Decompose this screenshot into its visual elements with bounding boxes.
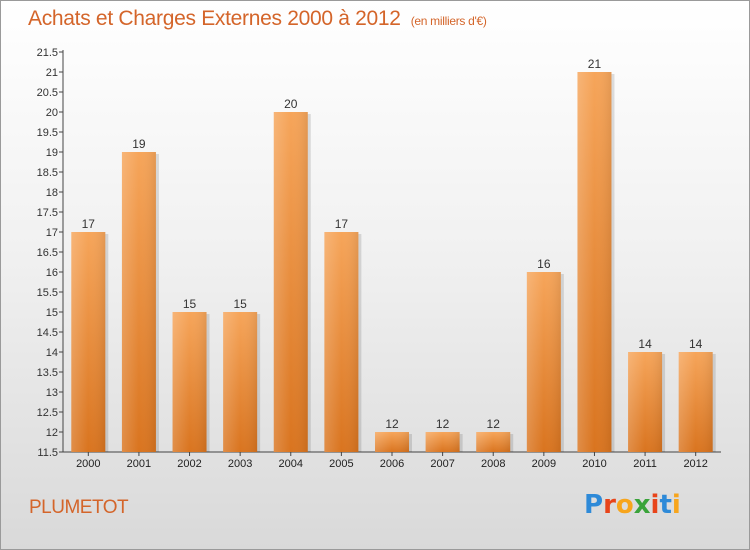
y-tick-label: 17.5: [37, 207, 58, 219]
bar-highlight: [577, 72, 612, 452]
y-tick-label: 14: [46, 347, 58, 359]
data-label: 19: [132, 137, 146, 151]
x-tick-label: 2003: [228, 458, 252, 470]
data-label: 12: [436, 417, 450, 431]
bar-highlight: [223, 312, 258, 452]
y-tick-label: 16.5: [37, 247, 58, 259]
bar-highlight: [273, 112, 308, 452]
data-label: 17: [335, 217, 349, 231]
bar-highlight: [425, 432, 460, 452]
data-label: 17: [82, 217, 96, 231]
y-tick-label: 12.5: [37, 407, 58, 419]
x-tick-label: 2006: [380, 458, 404, 470]
data-label: 15: [233, 297, 247, 311]
bar-highlight: [526, 272, 561, 452]
bar-highlight: [172, 312, 207, 452]
town-name: PLUMETOT: [29, 497, 129, 518]
data-label: 14: [638, 337, 652, 351]
logo-letter: i: [650, 490, 660, 520]
data-label: 21: [588, 57, 602, 71]
x-tick-label: 2011: [633, 458, 657, 470]
data-label: 20: [284, 97, 298, 111]
data-label: 16: [537, 257, 551, 271]
y-tick-label: 15.5: [37, 287, 58, 299]
proxiti-logo[interactable]: Proxiti: [584, 490, 681, 520]
x-tick-label: 2001: [127, 458, 151, 470]
y-tick-label: 21: [46, 67, 58, 79]
y-tick-label: 19: [46, 147, 58, 159]
y-tick-label: 13: [46, 387, 58, 399]
y-tick-label: 20.5: [37, 87, 58, 99]
y-tick-label: 17: [46, 227, 58, 239]
bars: [71, 72, 716, 452]
y-tick-label: 15: [46, 307, 58, 319]
logo-letter: r: [603, 490, 616, 520]
title-text: Achats et Charges Externes 2000 à 2012: [28, 7, 401, 30]
y-tick-label: 12: [46, 427, 58, 439]
data-label: 12: [487, 417, 501, 431]
bar-highlight: [628, 352, 663, 452]
logo-letter: P: [584, 490, 604, 520]
y-tick-label: 19.5: [37, 127, 58, 139]
y-tick-label: 16: [46, 267, 58, 279]
bar-highlight: [71, 232, 106, 452]
y-tick-label: 21.5: [37, 47, 58, 59]
data-label: 12: [385, 417, 399, 431]
logo-letter: t: [659, 490, 672, 520]
x-tick-label: 2002: [177, 458, 201, 470]
bar-highlight: [375, 432, 409, 452]
logo-letter: i: [671, 490, 681, 520]
y-tick-label: 18.5: [37, 167, 58, 179]
y-tick-label: 18: [46, 187, 58, 199]
chart-title: Achats et Charges Externes 2000 à 2012 (e…: [28, 7, 487, 31]
x-tick-label: 2008: [481, 458, 505, 470]
chart-subtitle: (en milliers d'€): [410, 14, 487, 28]
data-label: 15: [183, 297, 197, 311]
x-tick-label: 2000: [76, 458, 100, 470]
x-tick-label: 2010: [582, 458, 606, 470]
bar-highlight: [324, 232, 359, 452]
y-tick-label: 13.5: [37, 367, 58, 379]
x-tick-label: 2004: [279, 458, 303, 470]
x-tick-label: 2005: [329, 458, 353, 470]
data-label: 14: [689, 337, 703, 351]
data-labels: 17 19 15 15 20 17 12 12 12 16 21 14 14: [82, 57, 703, 431]
y-tick-label: 20: [46, 107, 58, 119]
bar-highlight: [121, 152, 156, 452]
x-tick-label: 2012: [683, 458, 707, 470]
x-tick-label: 2009: [532, 458, 556, 470]
y-tick-label: 11.5: [37, 447, 58, 459]
logo-letter: o: [615, 490, 634, 520]
y-tick-label: 14.5: [37, 327, 58, 339]
logo-letter: x: [633, 490, 651, 520]
bar-highlight: [678, 352, 713, 452]
x-tick-label: 2007: [430, 458, 454, 470]
bar-highlight: [476, 432, 511, 452]
